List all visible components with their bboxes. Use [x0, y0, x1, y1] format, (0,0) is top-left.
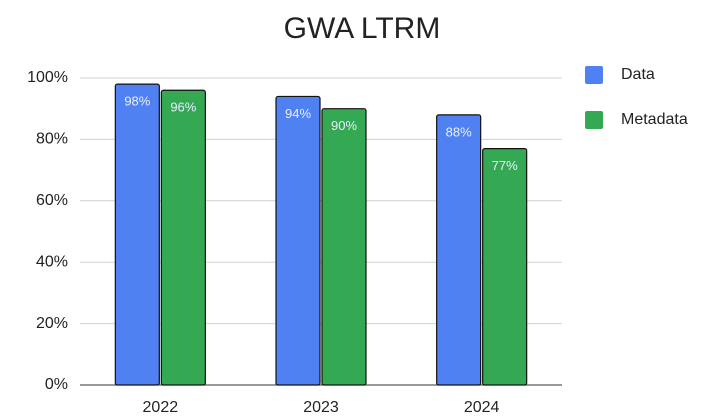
y-tick-label: 100% — [27, 69, 68, 86]
x-tick-label: 2024 — [464, 399, 500, 416]
bar — [160, 89, 206, 386]
value-label: 94% — [285, 106, 311, 121]
bar — [114, 83, 160, 386]
bar — [321, 108, 367, 386]
y-tick-label: 0% — [45, 376, 68, 393]
bar — [436, 114, 482, 386]
bar — [275, 95, 321, 386]
x-tick-label: 2023 — [303, 399, 339, 416]
legend-swatch — [585, 66, 603, 84]
x-tick-label: 2022 — [143, 399, 179, 416]
value-label: 77% — [492, 158, 518, 173]
legend-swatch — [585, 111, 603, 129]
y-tick-label: 40% — [36, 253, 68, 270]
legend-label: Data — [621, 66, 655, 83]
y-tick-label: 80% — [36, 131, 68, 148]
bar — [482, 148, 528, 386]
y-tick-label: 60% — [36, 192, 68, 209]
chart-title: GWA LTRM — [284, 12, 441, 45]
value-label: 90% — [331, 118, 357, 133]
legend-label: Metadata — [621, 111, 688, 128]
value-label: 96% — [170, 100, 196, 115]
value-label: 98% — [124, 94, 150, 109]
value-label: 88% — [446, 124, 472, 139]
y-tick-label: 20% — [36, 315, 68, 332]
